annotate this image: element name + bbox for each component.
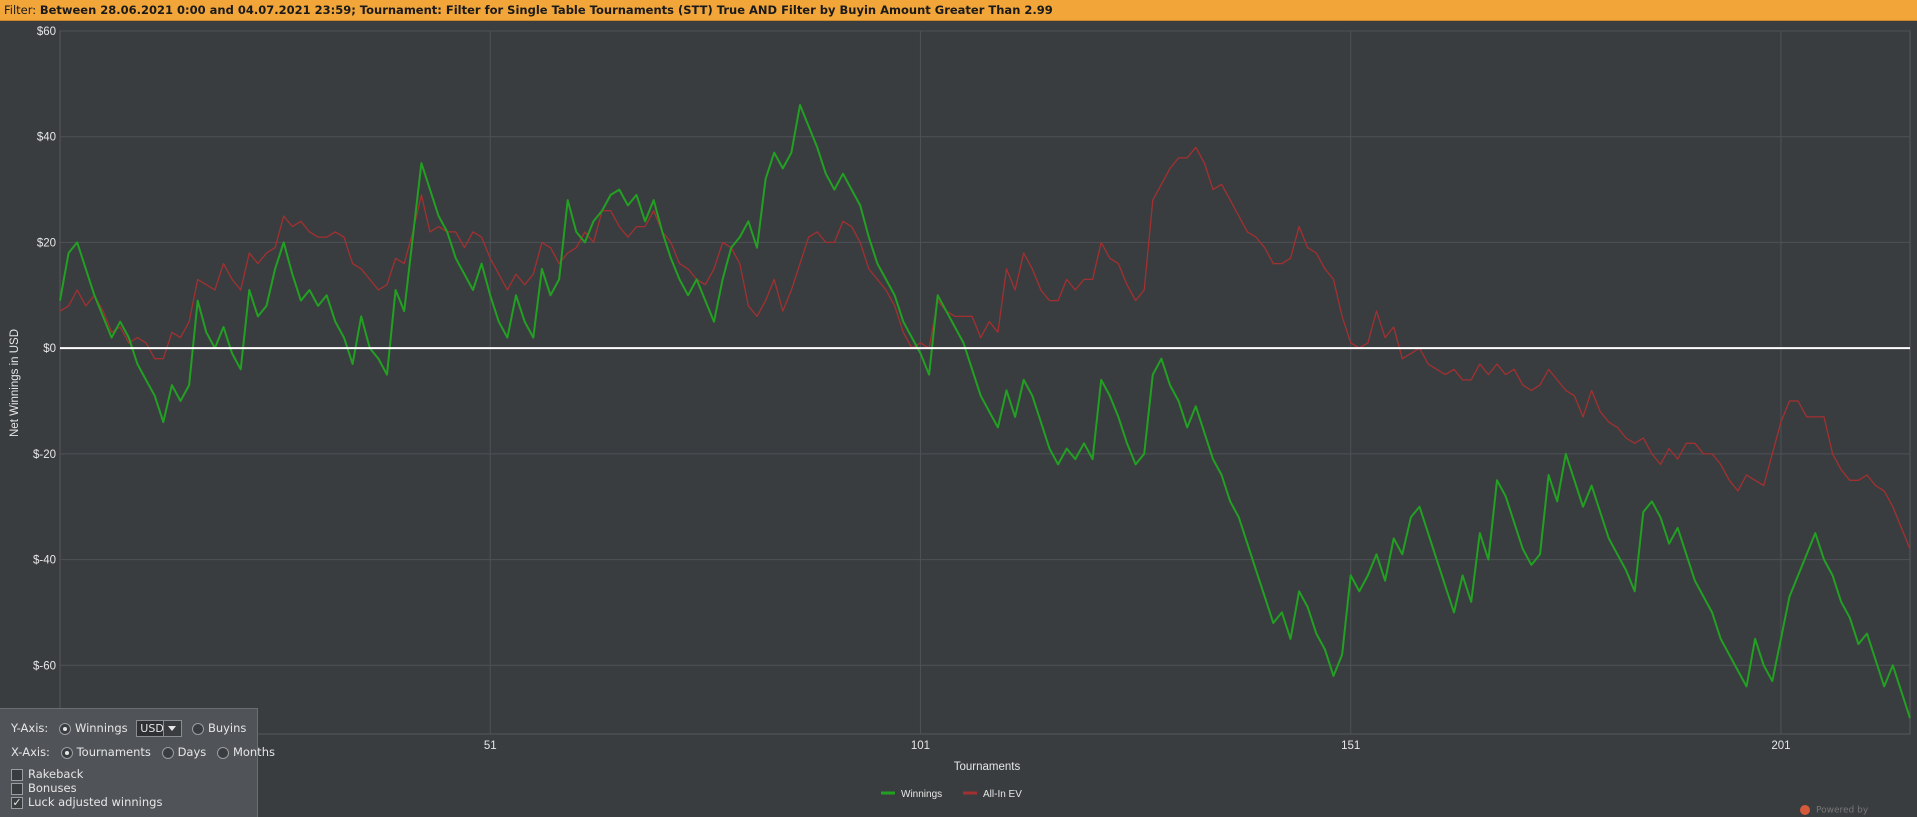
filter-bar: Filter: Between 28.06.2021 0:00 and 04.0… (0, 0, 1917, 21)
brand-logo-icon (1800, 805, 1810, 815)
legend: Winnings All-In EV (881, 789, 1022, 800)
y-axis-title: Net Winnings in USD (9, 329, 21, 437)
currency-value: USD (140, 722, 164, 735)
rakeback-checkbox[interactable] (11, 768, 23, 781)
y-tick-label: $-60 (33, 660, 56, 672)
radio-months[interactable] (216, 746, 229, 759)
legend-label: All-In EV (983, 789, 1022, 800)
y-tick-label: $-20 (33, 449, 56, 461)
y-tick-label: $-40 (33, 555, 56, 567)
chart-settings-panel: Y-Axis: Winnings USD Buyins X-Axis: Tour… (0, 708, 275, 817)
x-axis-label: X-Axis: (11, 745, 50, 759)
luck-adjusted-checkbox[interactable]: ✓ (11, 795, 23, 809)
y-tick-labels: $60 $40 $20 $0 $-20 $-40 $-60 (33, 26, 56, 672)
chevron-down-icon[interactable] (163, 721, 182, 736)
x-tick-label: 201 (1771, 740, 1790, 752)
rakeback-row[interactable]: Rakeback (11, 768, 83, 781)
radio-days[interactable] (161, 746, 174, 759)
radio-buyins[interactable] (191, 722, 204, 735)
series-line-all-in-ev (59, 146, 1911, 550)
y-tick-label: $60 (37, 26, 56, 38)
x-tick-label: 101 (911, 740, 930, 752)
radio-days-label: Days (177, 745, 207, 759)
y-tick-label: $0 (43, 343, 56, 355)
x-tick-labels: 51 101 151 201 (484, 740, 1791, 752)
radio-winnings[interactable] (58, 722, 71, 735)
luck-adjusted-row[interactable]: ✓ Luck adjusted winnings (11, 796, 162, 809)
radio-winnings-label: Winnings (74, 721, 128, 735)
radio-months-label: Months (232, 745, 275, 759)
series-lines (59, 104, 1911, 719)
grid-lines (59, 30, 1911, 735)
filter-text: Between 28.06.2021 0:00 and 04.07.2021 2… (39, 3, 1053, 17)
y-axis-label: Y-Axis: (11, 721, 49, 735)
x-tick-label: 51 (484, 740, 497, 752)
x-axis-title: Tournaments (954, 761, 1021, 773)
powered-by-text: Powered by (1816, 805, 1869, 816)
bonuses-checkbox[interactable] (11, 782, 23, 795)
radio-tournaments-label: Tournaments (76, 745, 151, 759)
powered-by: Powered by (1800, 805, 1868, 816)
bonuses-row[interactable]: Bonuses (11, 782, 77, 795)
luck-adjusted-label: Luck adjusted winnings (28, 795, 163, 809)
y-tick-label: $40 (37, 132, 56, 144)
legend-label: Winnings (901, 789, 942, 800)
currency-select[interactable]: USD (136, 720, 183, 737)
radio-buyins-label: Buyins (207, 721, 247, 735)
rakeback-label: Rakeback (28, 767, 84, 781)
series-line-winnings (59, 104, 1911, 719)
y-tick-label: $20 (37, 237, 56, 249)
filter-label: Filter: (4, 3, 37, 17)
x-tick-label: 151 (1341, 740, 1360, 752)
y-axis-row: Y-Axis: Winnings USD Buyins (11, 719, 246, 737)
bonuses-label: Bonuses (28, 781, 77, 795)
radio-tournaments[interactable] (60, 746, 73, 759)
x-axis-row: X-Axis: Tournaments Days Months (11, 743, 275, 761)
net-winnings-chart: $60 $40 $20 $0 $-20 $-40 $-60 51 101 151 201 Net … (9, 26, 1911, 800)
